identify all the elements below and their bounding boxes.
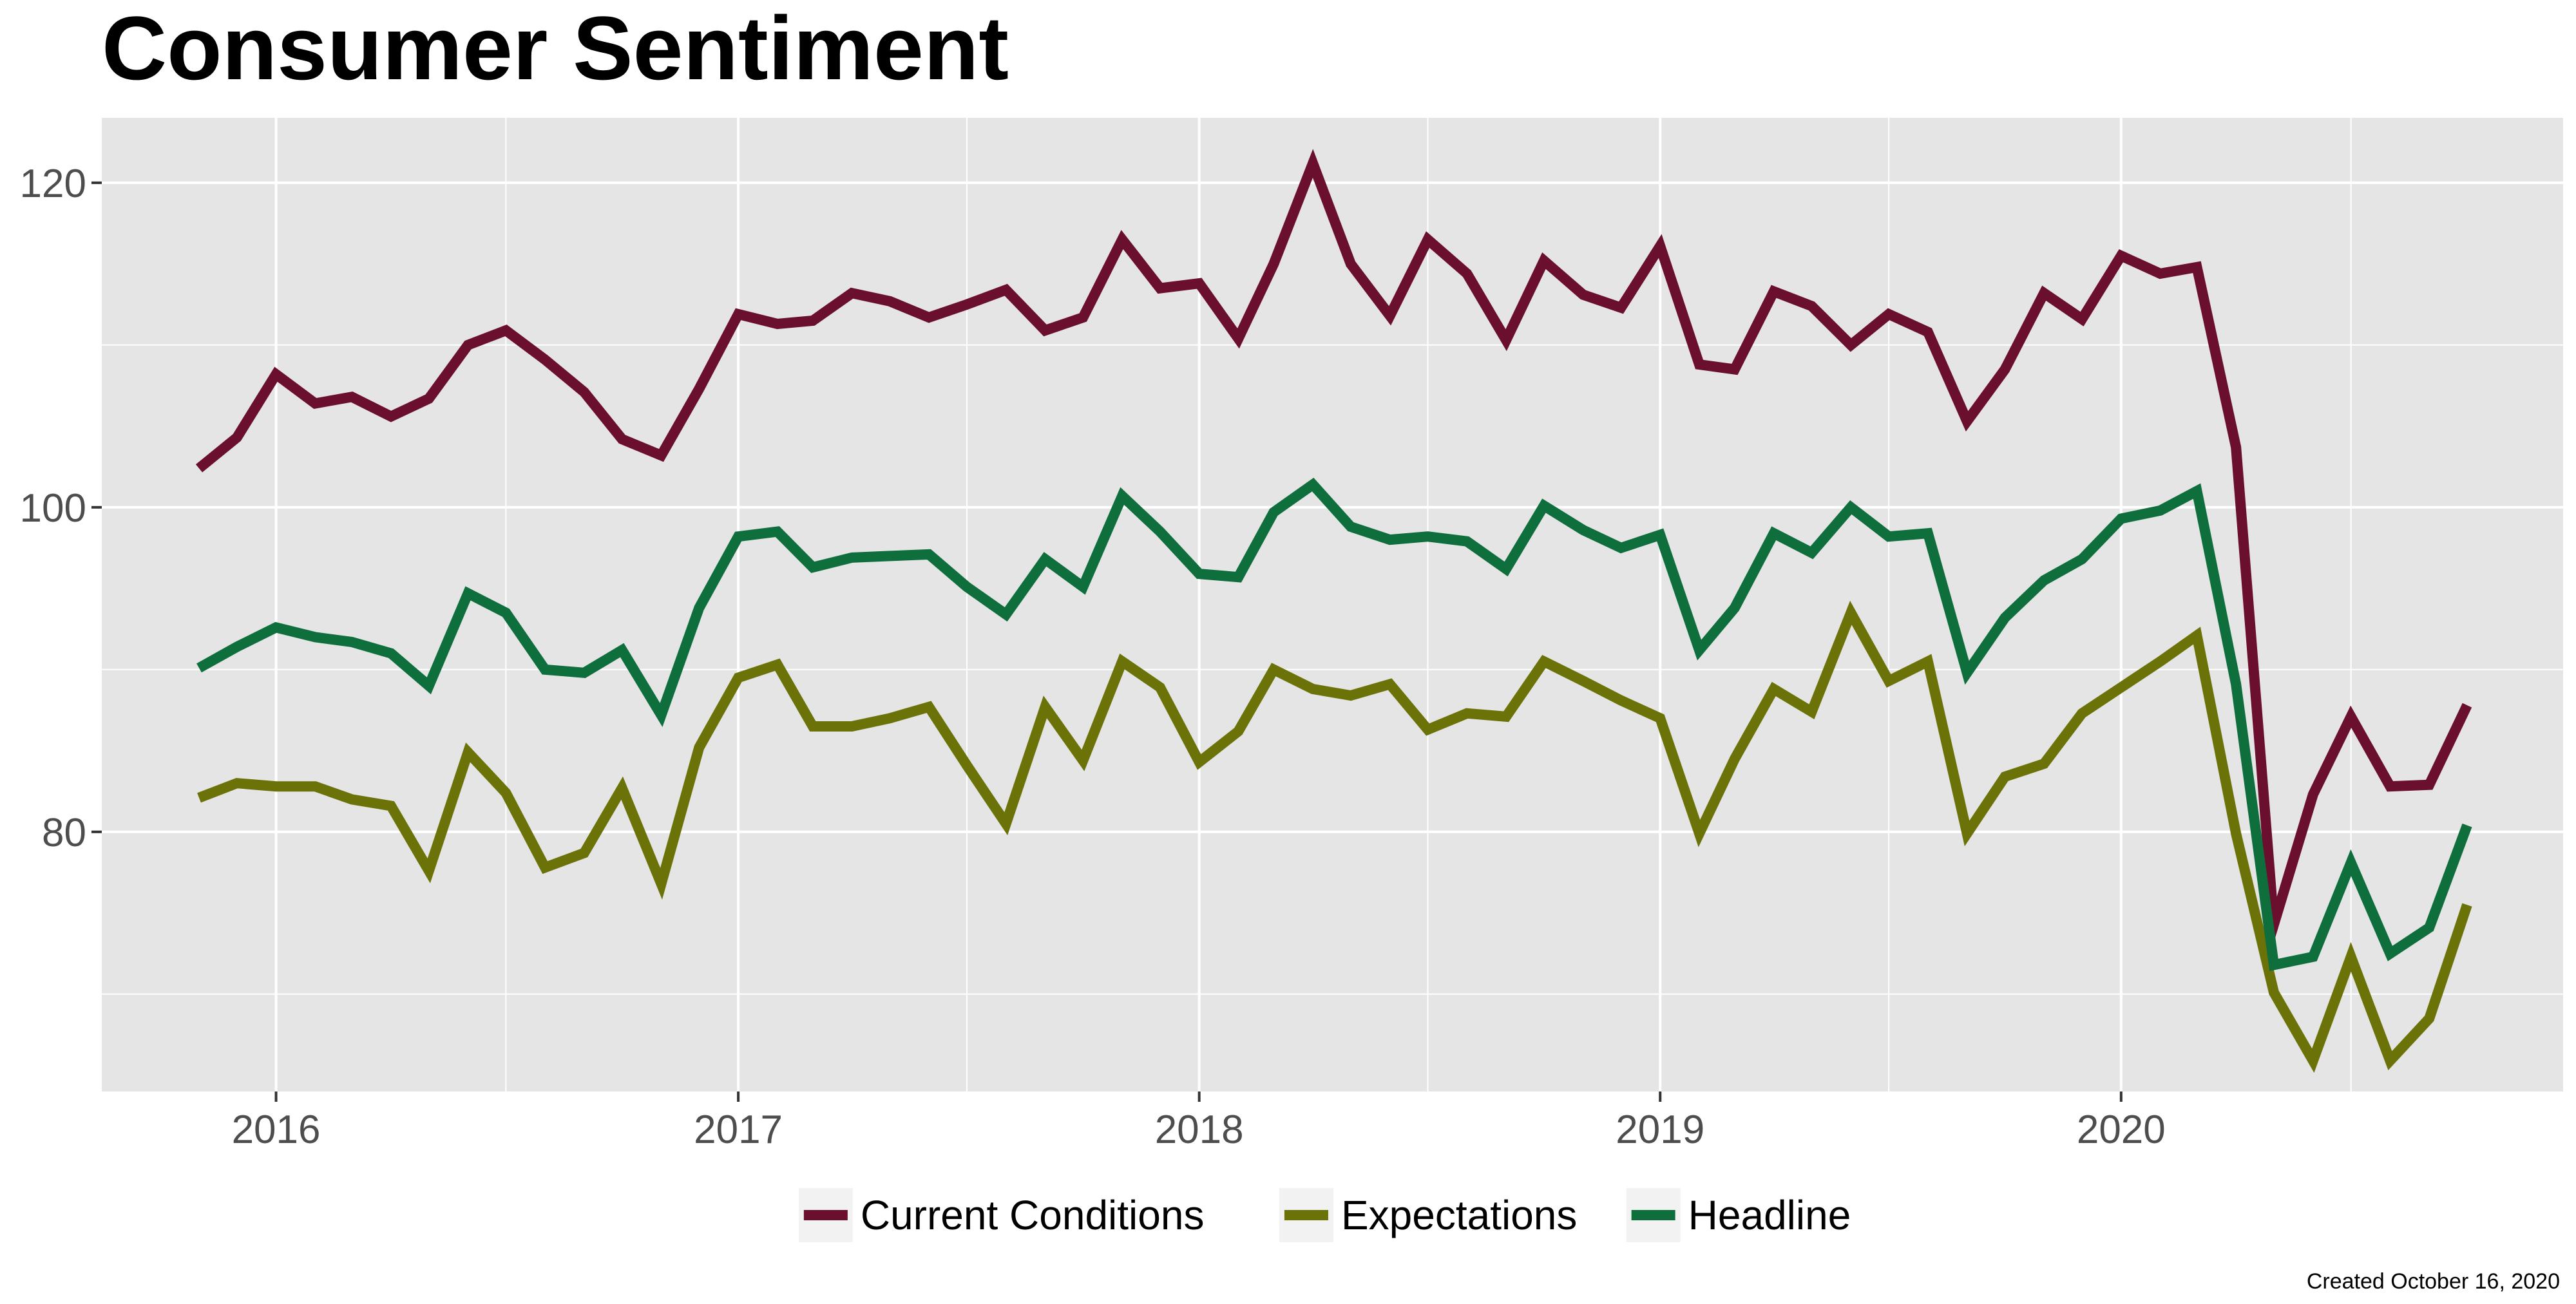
y-axis: 80 100 120: [20, 162, 102, 855]
series-line-expectations: [197, 600, 2472, 1073]
legend-label: Headline: [1688, 1192, 1851, 1238]
x-tick-label: 2016: [232, 1108, 321, 1152]
x-tick-label: 2020: [2077, 1108, 2166, 1152]
series-lines: [195, 149, 2472, 1073]
chart-title: Consumer Sentiment: [102, 0, 1009, 99]
grid-lines: [102, 118, 2563, 1091]
legend: Current Conditions Expectations Headline: [798, 1188, 1851, 1242]
y-tick-label: 80: [42, 811, 86, 855]
y-tick-label: 100: [20, 486, 86, 531]
series-line-headline: [196, 477, 2472, 971]
x-tick-label: 2018: [1155, 1108, 1244, 1152]
x-tick-label: 2019: [1616, 1108, 1704, 1152]
x-tick-label: 2017: [694, 1108, 783, 1152]
legend-label: Expectations: [1341, 1192, 1577, 1238]
series-line-current-conditions: [195, 149, 2472, 952]
chart-caption: Created October 16, 2020: [2307, 1269, 2560, 1294]
legend-label: Current Conditions: [861, 1192, 1205, 1238]
x-axis: 2016 2017 2018 2019 2020: [232, 1091, 2166, 1152]
plot-panel: [102, 118, 2563, 1091]
y-tick-label: 120: [20, 162, 86, 206]
